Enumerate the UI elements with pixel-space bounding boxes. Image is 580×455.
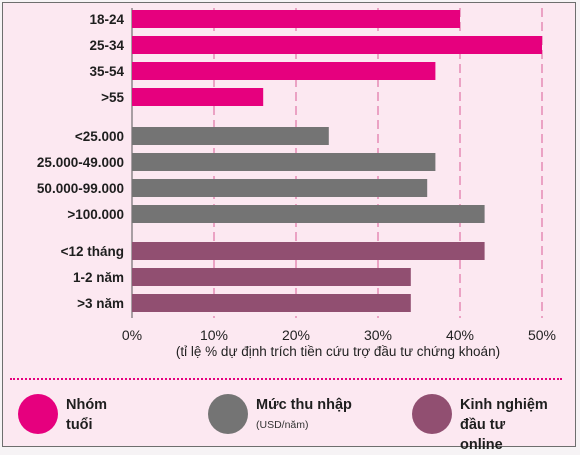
- category-label: >55: [101, 90, 124, 105]
- legend-label-income: Mức thu nhập: [256, 397, 352, 413]
- bar: [132, 62, 436, 80]
- x-tick-label: 30%: [364, 327, 392, 343]
- legend-swatch-age: [18, 394, 58, 434]
- bar: [132, 242, 485, 260]
- legend-swatch-experience: [412, 394, 452, 434]
- bar: [132, 88, 264, 106]
- bar: [132, 268, 411, 286]
- x-tick-label: 50%: [528, 327, 556, 343]
- x-axis-label: (tỉ lệ % dự định trích tiền cứu trợ đầu …: [175, 344, 501, 359]
- bar: [132, 179, 428, 197]
- legend-label-experience: Kinh nghiệm đầu tư online: [460, 397, 548, 453]
- x-tick-label: 20%: [282, 327, 310, 343]
- category-label: <25.000: [75, 129, 124, 144]
- category-label: 18-24: [89, 12, 124, 27]
- bar: [132, 294, 411, 312]
- bar: [132, 205, 485, 223]
- category-label: <12 tháng: [61, 244, 124, 259]
- category-label: 50.000-99.000: [37, 181, 124, 196]
- bar: [132, 36, 542, 54]
- category-label: 35-54: [89, 64, 124, 79]
- x-tick-label: 0%: [122, 327, 142, 343]
- legend-label-age: Nhóm tuổi: [66, 397, 108, 433]
- bar: [132, 153, 436, 171]
- category-label: >100.000: [67, 207, 124, 222]
- legend-swatch-income: [208, 394, 248, 434]
- x-tick-label: 40%: [446, 327, 474, 343]
- bar: [132, 10, 460, 28]
- category-label: 25-34: [89, 38, 124, 53]
- x-tick-label: 10%: [200, 327, 228, 343]
- category-label: 25.000-49.000: [37, 155, 124, 170]
- category-label: >3 năm: [77, 296, 124, 311]
- legend-sub-income: (USD/năm): [256, 419, 309, 431]
- category-label: 1-2 năm: [73, 270, 124, 285]
- bar: [132, 127, 329, 145]
- legend-separator: [10, 378, 562, 380]
